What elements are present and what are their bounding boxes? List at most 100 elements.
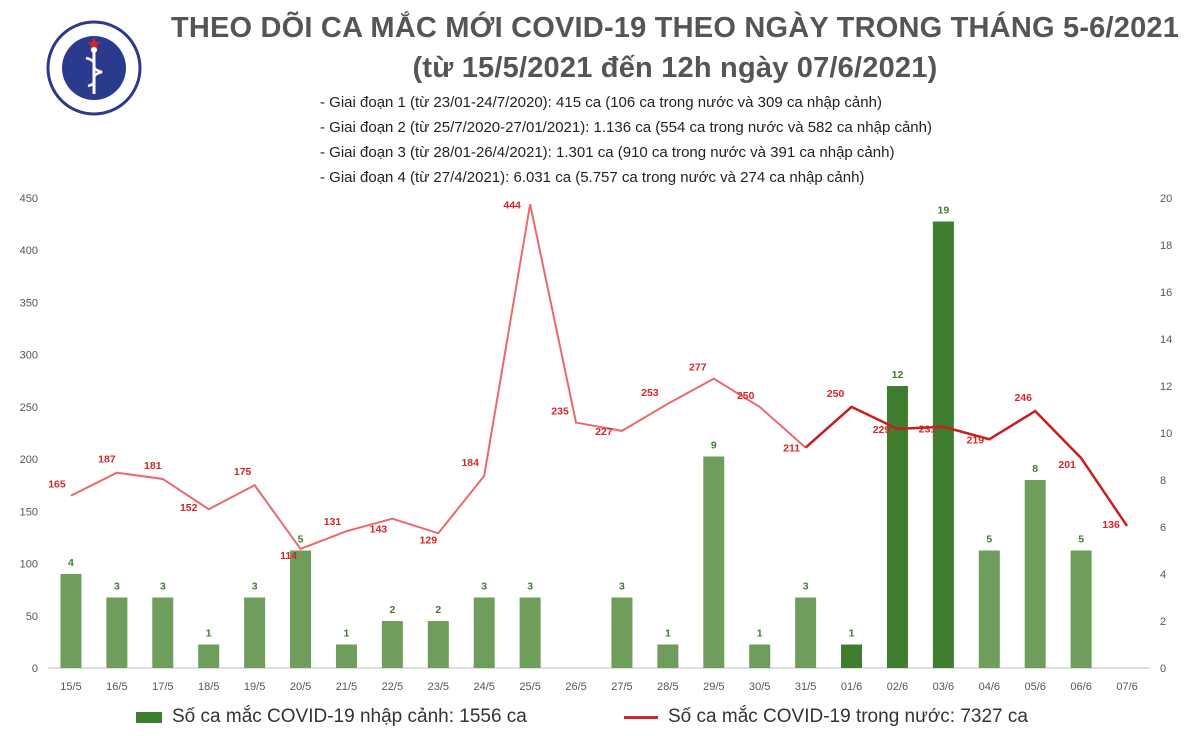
- y-left-tick-label: 150: [20, 506, 38, 518]
- x-tick-label: 05/6: [1024, 681, 1045, 693]
- y-left-tick-label: 200: [20, 454, 38, 466]
- bar-data-label: 2: [389, 604, 395, 616]
- line-data-label: 250: [737, 390, 755, 402]
- bar-data-label: 5: [1078, 534, 1084, 546]
- bar: [198, 644, 220, 668]
- y-right-tick-label: 20: [1160, 193, 1172, 205]
- y-left-tick-label: 250: [20, 402, 38, 414]
- y-right-tick-label: 2: [1160, 616, 1166, 628]
- y-left-tick-label: 350: [20, 297, 38, 309]
- bar-data-label: 1: [665, 628, 671, 640]
- bar-data-label: 19: [938, 205, 950, 217]
- bar-data-label: 9: [711, 440, 717, 452]
- bar-data-label: 3: [252, 581, 258, 593]
- bar-data-label: 8: [1032, 463, 1038, 475]
- x-tick-label: 16/5: [106, 681, 127, 693]
- bar-data-label: 2: [435, 604, 441, 616]
- line-data-label: 219: [967, 434, 985, 446]
- y-left-tick-label: 0: [32, 663, 38, 675]
- bar-data-label: 1: [206, 628, 212, 640]
- legend-bar-swatch: [136, 711, 162, 723]
- y-right-tick-label: 12: [1160, 381, 1172, 393]
- y-left-tick-label: 300: [20, 350, 38, 362]
- y-left-tick-label: 400: [20, 245, 38, 257]
- bar: [244, 597, 266, 668]
- bar: [519, 597, 541, 668]
- bar: [1070, 550, 1092, 668]
- legend-line-swatch: [624, 715, 658, 719]
- y-right-tick-label: 18: [1160, 240, 1172, 252]
- x-tick-label: 06/6: [1070, 681, 1091, 693]
- line-data-label: 136: [1102, 519, 1120, 531]
- x-tick-label: 03/6: [933, 681, 954, 693]
- bar: [978, 550, 1000, 668]
- bar: [152, 597, 174, 668]
- bar-data-label: 3: [803, 581, 809, 593]
- y-left-tick-label: 50: [26, 611, 38, 623]
- y-right-tick-label: 6: [1160, 522, 1166, 534]
- x-tick-label: 07/6: [1116, 681, 1137, 693]
- bar-data-label: 3: [114, 581, 120, 593]
- line-series-early: [70, 204, 807, 551]
- y-right-tick-label: 4: [1160, 569, 1166, 581]
- y-right-tick-label: 10: [1160, 428, 1172, 440]
- chart-title: THEO DÕI CA MẮC MỚI COVID-19 THEO NGÀY T…: [170, 12, 1180, 44]
- legend-line-label: Số ca mắc COVID-19 trong nước: 7327 ca: [668, 706, 1028, 727]
- phase-2-summary: - Giai đoạn 2 (từ 25/7/2020-27/01/2021):…: [320, 119, 932, 136]
- line-data-label: 143: [370, 524, 388, 536]
- bar: [795, 597, 817, 668]
- line-data-label: 229: [873, 424, 891, 436]
- bar: [611, 597, 633, 668]
- phase-1-summary: - Giai đoạn 1 (từ 23/01-24/7/2020): 415 …: [320, 94, 882, 111]
- line-data-label: 253: [641, 387, 659, 399]
- x-tick-label: 19/5: [244, 681, 265, 693]
- bar: [657, 644, 679, 668]
- bar: [841, 644, 863, 668]
- line-data-label: 129: [420, 534, 438, 546]
- line-data-label: 231: [919, 424, 937, 436]
- bar-data-label: 12: [892, 369, 904, 381]
- y-left-tick-label: 100: [20, 559, 38, 571]
- x-tick-label: 18/5: [198, 681, 219, 693]
- bar-data-label: 5: [986, 534, 992, 546]
- x-tick-label: 04/6: [979, 681, 1000, 693]
- legend-line-entry: Số ca mắc COVID-19 trong nước: 7327 ca: [624, 704, 1028, 730]
- x-tick-label: 21/5: [336, 681, 357, 693]
- x-tick-label: 02/6: [887, 681, 908, 693]
- x-tick-label: 22/5: [382, 681, 403, 693]
- bar: [703, 456, 725, 668]
- y-right-tick-label: 14: [1160, 334, 1172, 346]
- bar-data-label: 1: [344, 628, 350, 640]
- legend-bar-label: Số ca mắc COVID-19 nhập cảnh: 1556 ca: [172, 706, 527, 727]
- line-data-label: 235: [551, 406, 569, 418]
- y-right-tick-label: 0: [1160, 663, 1166, 675]
- y-right-tick-label: 16: [1160, 287, 1172, 299]
- bar: [749, 644, 771, 668]
- bar-data-label: 4: [68, 557, 74, 569]
- x-tick-label: 29/5: [703, 681, 724, 693]
- bar-data-label: 3: [527, 581, 533, 593]
- bar: [381, 621, 403, 668]
- line-data-label: 114: [280, 550, 297, 562]
- bar-data-label: 3: [481, 581, 487, 593]
- ministry-of-health-logo: [46, 20, 142, 116]
- line-data-label: 175: [234, 466, 252, 478]
- x-tick-label: 20/5: [290, 681, 311, 693]
- legend-bar-entry: Số ca mắc COVID-19 nhập cảnh: 1556 ca: [136, 704, 527, 730]
- x-tick-label: 30/5: [749, 681, 770, 693]
- line-data-label: 444: [503, 199, 521, 211]
- bar: [427, 621, 449, 668]
- bar: [335, 644, 357, 668]
- chart-subtitle: (từ 15/5/2021 đến 12h ngày 07/6/2021): [412, 52, 938, 84]
- line-data-label: 250: [827, 388, 845, 400]
- y-left-tick-label: 450: [20, 193, 38, 205]
- x-tick-label: 28/5: [657, 681, 678, 693]
- x-tick-label: 01/6: [841, 681, 862, 693]
- bar: [932, 221, 954, 668]
- line-data-label: 227: [595, 426, 613, 438]
- bar: [886, 386, 908, 668]
- phase-3-summary: - Giai đoạn 3 (từ 28/01-26/4/2021): 1.30…: [320, 144, 895, 161]
- line-data-label: 187: [98, 454, 116, 466]
- x-tick-label: 25/5: [519, 681, 540, 693]
